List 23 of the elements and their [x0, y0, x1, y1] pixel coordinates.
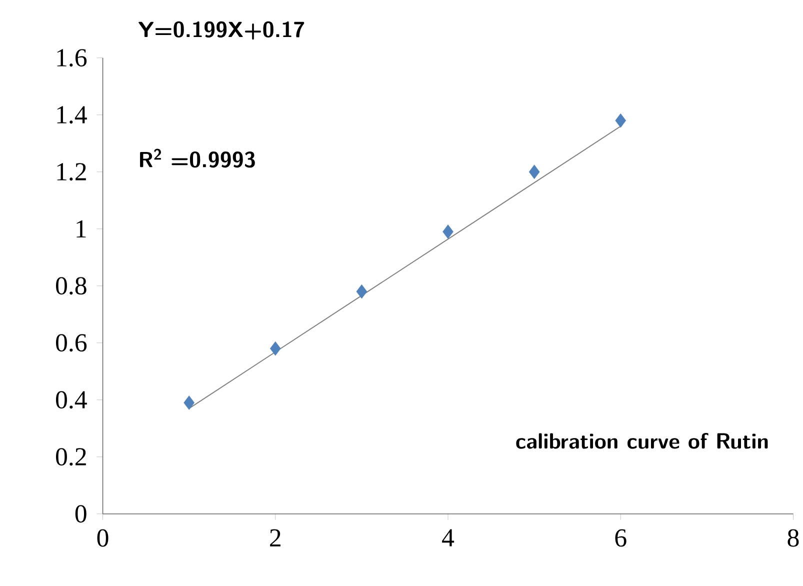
point: [528, 164, 540, 180]
point: [184, 396, 194, 410]
y-tick-label: 0: [75, 505, 86, 523]
y-tick-label: 1.6: [57, 49, 87, 67]
annotation: R$^{2}$ =0.9993: [140, 148, 255, 168]
y-tick-label: 0.4: [56, 391, 87, 409]
y-tick-label: 1: [76, 220, 86, 238]
point: [356, 284, 368, 299]
x-tick-label: 8: [788, 529, 799, 547]
annotation: calibration curve of Rutin: [516, 433, 768, 449]
text: Y=0.199X+0.17: [138, 22, 304, 40]
y-tick-label: 0.8: [56, 277, 86, 295]
point: [270, 342, 281, 356]
x-tick-label: 2: [270, 529, 280, 547]
y-tick-label: 0.6: [56, 334, 87, 352]
y-tick-label: 1.4: [57, 106, 87, 124]
y-tick-label: 0.2: [56, 448, 86, 466]
point: [615, 114, 626, 128]
x-tick-label: 4: [442, 529, 454, 546]
x-tick-label: 6: [615, 529, 626, 547]
point: [442, 224, 454, 240]
x-tick-label: 0: [97, 529, 108, 547]
y-tick-label: 1.2: [57, 163, 86, 181]
